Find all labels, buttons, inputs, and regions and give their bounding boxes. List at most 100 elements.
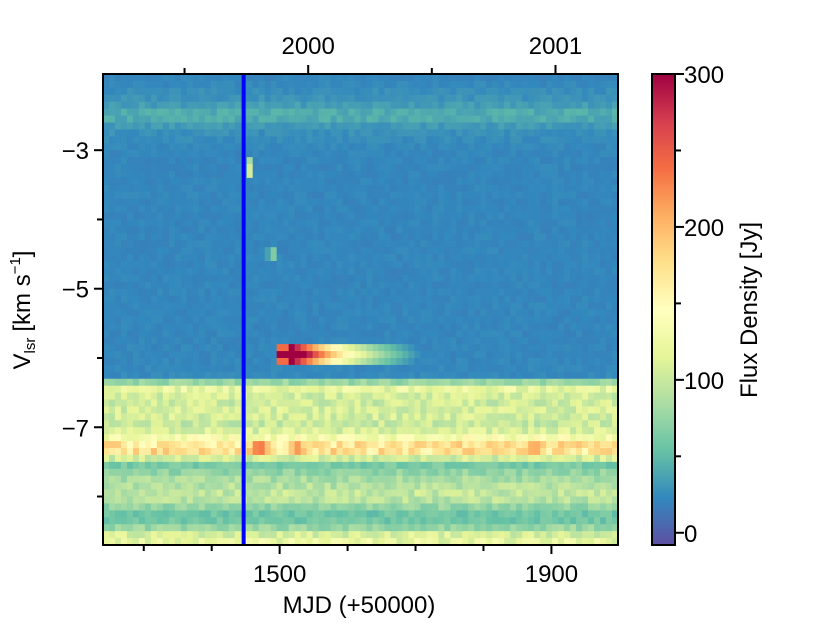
heatmap-cell	[156, 205, 164, 214]
heatmap-cell	[156, 74, 164, 82]
heatmap-cell	[120, 226, 128, 234]
heatmap-cell	[444, 80, 451, 89]
heatmap-cell	[348, 441, 356, 449]
heatmap-cell	[204, 482, 212, 491]
heatmap-cell	[504, 482, 511, 491]
heatmap-cell	[144, 247, 152, 255]
heatmap-cell	[354, 351, 362, 359]
heatmap-cell	[108, 538, 116, 546]
heatmap-cell	[144, 330, 152, 338]
heatmap-cell	[330, 392, 338, 401]
heatmap-cell	[162, 226, 170, 234]
heatmap-cell	[120, 295, 128, 304]
heatmap-cell	[336, 170, 344, 179]
heatmap-cell	[108, 399, 116, 408]
heatmap-cell	[348, 538, 356, 546]
heatmap-cell	[264, 170, 272, 179]
heatmap-cell	[354, 254, 362, 262]
heatmap-cell	[456, 143, 463, 151]
heatmap-cell	[174, 364, 182, 373]
heatmap-cell	[384, 226, 392, 234]
heatmap-cell	[156, 233, 164, 241]
heatmap-cell	[372, 94, 380, 103]
heatmap-cell	[498, 295, 505, 304]
heatmap-cell	[366, 461, 374, 470]
heatmap-cell	[150, 337, 158, 345]
heatmap-cell	[366, 482, 374, 491]
heatmap-cell	[162, 454, 170, 463]
heatmap-cell	[216, 309, 224, 318]
heatmap-cell	[486, 538, 493, 546]
heatmap-cell	[480, 80, 487, 89]
heatmap-cell	[510, 420, 517, 428]
heatmap-cell	[366, 378, 374, 387]
heatmap-cell	[534, 101, 541, 110]
heatmap-cell	[432, 489, 439, 498]
heatmap-cell	[318, 323, 326, 331]
heatmap-cell	[396, 371, 404, 380]
heatmap-cell	[162, 267, 170, 276]
heatmap-cell	[132, 212, 140, 221]
heatmap-cell	[426, 351, 433, 359]
heatmap-cell	[168, 94, 176, 103]
heatmap-cell	[480, 295, 487, 304]
heatmap-cell	[468, 461, 475, 470]
heatmap-cell	[234, 316, 242, 324]
heatmap-cell	[510, 357, 517, 366]
heatmap-cell	[318, 184, 326, 193]
heatmap-cell	[168, 531, 176, 539]
heatmap-cell	[264, 240, 272, 248]
heatmap-cell	[384, 475, 392, 484]
heatmap-cell	[480, 392, 487, 401]
heatmap-cell	[126, 267, 134, 276]
heatmap-cell	[528, 468, 535, 477]
heatmap-cell	[264, 74, 272, 82]
heatmap-cell	[156, 309, 164, 318]
heatmap-cell	[306, 344, 314, 352]
heatmap-cell	[468, 351, 475, 359]
heatmap-cell	[168, 177, 176, 186]
heatmap-cell	[492, 378, 499, 387]
heatmap-cell	[486, 150, 493, 158]
heatmap-cell	[468, 344, 475, 352]
heatmap-cell	[432, 136, 439, 144]
heatmap-cell	[252, 74, 260, 82]
heatmap-cell	[114, 101, 122, 110]
heatmap-cell	[150, 136, 158, 144]
heatmap-cell	[294, 316, 302, 324]
heatmap-cell	[534, 330, 541, 338]
heatmap-cell	[360, 531, 368, 539]
heatmap-cell	[354, 517, 362, 525]
heatmap-cell	[276, 170, 284, 179]
heatmap-cell	[426, 281, 433, 290]
heatmap-cell	[138, 177, 146, 186]
heatmap-cell	[204, 337, 212, 345]
heatmap-cell	[138, 378, 146, 387]
heatmap-cell	[300, 357, 308, 366]
heatmap-cell	[306, 74, 314, 82]
heatmap-cell	[378, 482, 386, 491]
heatmap-cell	[300, 406, 308, 414]
heatmap-cell	[372, 475, 380, 484]
heatmap-cell	[504, 254, 511, 262]
heatmap-cell	[498, 184, 505, 193]
heatmap-cell	[126, 503, 134, 511]
heatmap-cell	[324, 198, 332, 207]
heatmap-cell	[270, 364, 278, 373]
heatmap-cell	[366, 101, 374, 110]
heatmap-cell	[270, 150, 278, 158]
heatmap-cell	[420, 413, 427, 421]
heatmap-cell	[103, 247, 110, 255]
heatmap-cell	[468, 371, 475, 380]
heatmap-cell	[144, 170, 152, 179]
heatmap-cell	[258, 364, 266, 373]
heatmap-cell	[108, 233, 116, 241]
heatmap-cell	[216, 392, 224, 401]
heatmap-cell	[246, 434, 254, 442]
heatmap-cell	[408, 468, 415, 477]
heatmap-cell	[504, 129, 511, 137]
heatmap-cell	[450, 316, 457, 324]
heatmap-cell	[174, 503, 182, 511]
heatmap-cell	[378, 87, 386, 96]
heatmap-cell	[103, 420, 110, 428]
